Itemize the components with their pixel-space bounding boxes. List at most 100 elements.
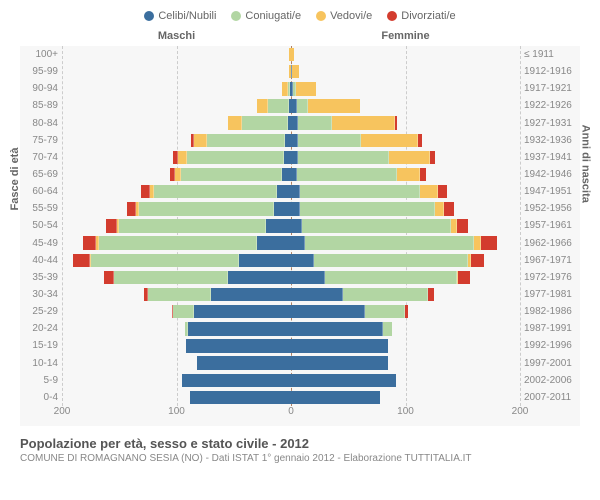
bar-segment — [420, 168, 426, 181]
bar-segment — [188, 322, 291, 335]
female-bar — [291, 305, 520, 318]
bar-pair — [62, 48, 520, 61]
birth-year-label: 1927-1931 — [520, 118, 580, 129]
bar-segment — [297, 168, 398, 181]
legend-item: Celibi/Nubili — [144, 10, 216, 22]
legend-label: Celibi/Nubili — [158, 10, 216, 22]
bar-segment — [194, 305, 291, 318]
bar-pair — [62, 391, 520, 404]
age-row: 15-191992-1996 — [20, 337, 580, 354]
bar-segment — [395, 116, 397, 129]
bar-segment — [139, 202, 274, 215]
bar-segment — [430, 151, 436, 164]
male-bar — [62, 99, 291, 112]
bar-segment — [291, 339, 388, 352]
bar-segment — [481, 236, 497, 249]
bar-pair — [62, 151, 520, 164]
female-bar — [291, 65, 520, 78]
female-bar — [291, 168, 520, 181]
bar-segment — [428, 288, 434, 301]
bar-segment — [296, 82, 317, 95]
male-bar — [62, 185, 291, 198]
age-row: 0-42007-2011 — [20, 389, 580, 406]
female-header: Femmine — [291, 30, 520, 42]
female-bar — [291, 202, 520, 215]
bar-segment — [291, 116, 298, 129]
bar-pair — [62, 168, 520, 181]
bar-segment — [181, 168, 282, 181]
bar-pair — [62, 374, 520, 387]
male-bar — [62, 202, 291, 215]
male-bar — [62, 82, 291, 95]
male-bar — [62, 168, 291, 181]
bar-segment — [444, 202, 453, 215]
age-label: 30-34 — [20, 289, 62, 300]
bar-segment — [173, 305, 194, 318]
bar-segment — [291, 374, 396, 387]
legend-label: Vedovi/e — [330, 10, 372, 22]
bar-segment — [83, 236, 97, 249]
birth-year-label: 1962-1966 — [520, 238, 580, 249]
age-row: 100+≤ 1911 — [20, 46, 580, 63]
bar-segment — [106, 219, 117, 232]
age-label: 80-84 — [20, 118, 62, 129]
female-bar — [291, 151, 520, 164]
legend-item: Vedovi/e — [316, 10, 372, 22]
plot-area: Fasce di età Anni di nascita 100+≤ 19119… — [20, 46, 580, 426]
bar-segment — [291, 202, 300, 215]
bar-segment — [228, 116, 242, 129]
bar-segment — [207, 134, 285, 147]
birth-year-label: 1957-1961 — [520, 220, 580, 231]
age-label: 55-59 — [20, 203, 62, 214]
bar-pair — [62, 356, 520, 369]
age-label: 75-79 — [20, 135, 62, 146]
legend-item: Coniugati/e — [231, 10, 301, 22]
birth-year-label: 1972-1976 — [520, 272, 580, 283]
bar-segment — [141, 185, 150, 198]
male-bar — [62, 116, 291, 129]
bar-segment — [266, 219, 291, 232]
bar-segment — [332, 116, 395, 129]
bar-segment — [325, 271, 457, 284]
x-tick-label: 200 — [512, 406, 529, 417]
bar-segment — [298, 134, 361, 147]
birth-year-label: 1952-1956 — [520, 203, 580, 214]
male-bar — [62, 48, 291, 61]
bar-segment — [91, 254, 240, 267]
bar-segment — [291, 271, 325, 284]
bar-segment — [302, 219, 451, 232]
bar-segment — [397, 168, 420, 181]
bar-segment — [291, 185, 300, 198]
birth-year-label: 2007-2011 — [520, 392, 580, 403]
legend-swatch — [316, 11, 326, 21]
bar-segment — [282, 168, 291, 181]
bar-segment — [405, 305, 407, 318]
birth-year-label: 2002-2006 — [520, 375, 580, 386]
bar-pair — [62, 305, 520, 318]
age-label: 90-94 — [20, 83, 62, 94]
bar-segment — [300, 185, 420, 198]
x-tick-label: 100 — [168, 406, 185, 417]
bar-segment — [274, 202, 291, 215]
population-pyramid-chart: Celibi/Nubili Coniugati/e Vedovi/e Divorzia… — [0, 0, 600, 500]
age-label: 65-69 — [20, 169, 62, 180]
female-bar — [291, 322, 520, 335]
female-bar — [291, 271, 520, 284]
bar-segment — [211, 288, 291, 301]
age-row: 65-69 1942-1946 — [20, 166, 580, 183]
x-axis: 2001000100200 — [62, 406, 520, 426]
legend-label: Divorziati/e — [401, 10, 455, 22]
bar-pair — [62, 65, 520, 78]
age-row: 25-291982-1986 — [20, 303, 580, 320]
age-label: 100+ — [20, 49, 62, 60]
age-label: 20-24 — [20, 323, 62, 334]
birth-year-label: 1947-1951 — [520, 186, 580, 197]
x-tick-label: 100 — [397, 406, 414, 417]
birth-year-label: 1942-1946 — [520, 169, 580, 180]
female-bar — [291, 185, 520, 198]
female-bar — [291, 236, 520, 249]
birth-year-label: 1912-1916 — [520, 66, 580, 77]
age-label: 40-44 — [20, 255, 62, 266]
birth-year-label: 1977-1981 — [520, 289, 580, 300]
female-bar — [291, 134, 520, 147]
